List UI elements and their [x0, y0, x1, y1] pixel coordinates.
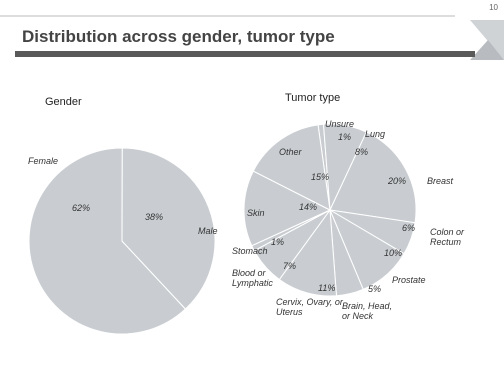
- value-label: 1%: [338, 132, 352, 142]
- slice-label: Stomach: [232, 246, 268, 256]
- slice-label: Colon or Rectum: [430, 227, 465, 247]
- value-label: 62%: [72, 203, 91, 213]
- slice-label: Cervix, Ovary, or Uterus: [276, 297, 343, 317]
- pie-slice: [121, 147, 216, 310]
- pie-slice: [252, 124, 331, 211]
- value-label: 14%: [299, 202, 318, 212]
- pie-slice: [329, 131, 417, 224]
- chart-title: Gender: [45, 96, 82, 108]
- slice-label: Other: [279, 147, 302, 157]
- value-label: 6%: [402, 223, 416, 233]
- slice-label: Unsure: [325, 119, 355, 129]
- value-label: 38%: [145, 212, 164, 222]
- title-bar: [15, 51, 475, 57]
- slice-label: Brain, Head, or Neck: [342, 301, 393, 321]
- slice-label: Blood or Lymphatic: [232, 268, 273, 288]
- slice-label: Skin: [247, 208, 265, 218]
- slice-label: Prostate: [392, 275, 426, 285]
- value-label: 1%: [271, 237, 285, 247]
- slide-title: Distribution across gender, tumor type: [22, 27, 335, 46]
- value-label: 7%: [283, 261, 297, 271]
- pie-slice: [28, 147, 187, 335]
- value-label: 5%: [368, 284, 382, 294]
- value-label: 8%: [355, 147, 369, 157]
- chart-title: Tumor type: [285, 92, 341, 104]
- value-label: 15%: [311, 172, 330, 182]
- value-label: 20%: [388, 176, 407, 186]
- page-number: 10: [489, 3, 498, 12]
- pie-slice: [243, 170, 332, 247]
- slice-label: Male: [198, 226, 218, 236]
- value-label: 11%: [318, 283, 336, 293]
- value-label: 10%: [384, 248, 403, 258]
- slice-label: Breast: [427, 176, 454, 186]
- logo: [470, 40, 504, 60]
- slice-label: Female: [28, 156, 59, 166]
- slice-label: Lung: [365, 129, 386, 139]
